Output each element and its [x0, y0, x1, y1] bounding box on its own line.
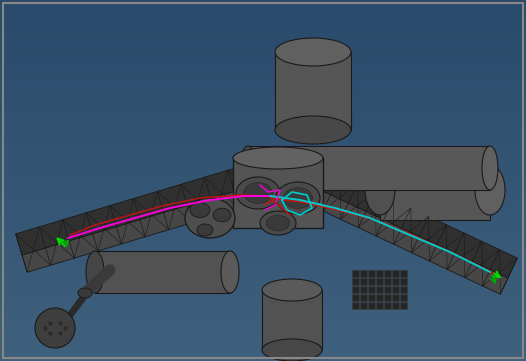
- Bar: [392, 302, 399, 309]
- Ellipse shape: [213, 208, 231, 222]
- Ellipse shape: [240, 146, 256, 190]
- Bar: [400, 302, 407, 309]
- Ellipse shape: [260, 211, 296, 235]
- Bar: [376, 302, 383, 309]
- Bar: [384, 294, 391, 301]
- Bar: [400, 294, 407, 301]
- Ellipse shape: [365, 165, 395, 215]
- Ellipse shape: [233, 147, 323, 169]
- Polygon shape: [287, 178, 508, 294]
- Ellipse shape: [244, 183, 272, 203]
- Polygon shape: [233, 158, 323, 228]
- Polygon shape: [295, 158, 518, 278]
- Bar: [352, 286, 359, 293]
- Ellipse shape: [275, 38, 351, 66]
- Bar: [384, 270, 391, 277]
- Ellipse shape: [86, 251, 104, 293]
- Bar: [368, 286, 375, 293]
- Ellipse shape: [275, 116, 351, 144]
- Bar: [392, 286, 399, 293]
- Bar: [376, 294, 383, 301]
- Polygon shape: [380, 170, 490, 220]
- Polygon shape: [262, 290, 322, 350]
- Bar: [376, 270, 383, 277]
- Polygon shape: [95, 251, 230, 293]
- Ellipse shape: [284, 188, 312, 208]
- Bar: [360, 270, 367, 277]
- Ellipse shape: [236, 177, 280, 209]
- Bar: [392, 278, 399, 285]
- Ellipse shape: [475, 165, 505, 215]
- Bar: [360, 286, 367, 293]
- Bar: [360, 302, 367, 309]
- Ellipse shape: [190, 203, 210, 217]
- Polygon shape: [22, 170, 310, 272]
- Ellipse shape: [185, 198, 235, 238]
- Bar: [392, 294, 399, 301]
- Ellipse shape: [482, 146, 498, 190]
- Bar: [384, 286, 391, 293]
- Ellipse shape: [197, 224, 213, 236]
- Bar: [400, 278, 407, 285]
- Bar: [400, 270, 407, 277]
- Bar: [352, 270, 359, 277]
- Polygon shape: [16, 149, 305, 255]
- Bar: [368, 294, 375, 301]
- Bar: [368, 302, 375, 309]
- Ellipse shape: [276, 182, 320, 214]
- Bar: [392, 270, 399, 277]
- Polygon shape: [248, 146, 490, 190]
- Bar: [360, 294, 367, 301]
- Circle shape: [35, 308, 75, 348]
- Bar: [352, 294, 359, 301]
- Bar: [384, 278, 391, 285]
- Bar: [368, 278, 375, 285]
- Ellipse shape: [262, 339, 322, 361]
- Ellipse shape: [78, 288, 92, 298]
- Polygon shape: [275, 52, 351, 130]
- Bar: [376, 278, 383, 285]
- Bar: [352, 302, 359, 309]
- Bar: [400, 286, 407, 293]
- Bar: [368, 270, 375, 277]
- Ellipse shape: [262, 279, 322, 301]
- Bar: [384, 302, 391, 309]
- Bar: [360, 278, 367, 285]
- Bar: [352, 278, 359, 285]
- Ellipse shape: [221, 251, 239, 293]
- Bar: [376, 286, 383, 293]
- Ellipse shape: [266, 215, 290, 231]
